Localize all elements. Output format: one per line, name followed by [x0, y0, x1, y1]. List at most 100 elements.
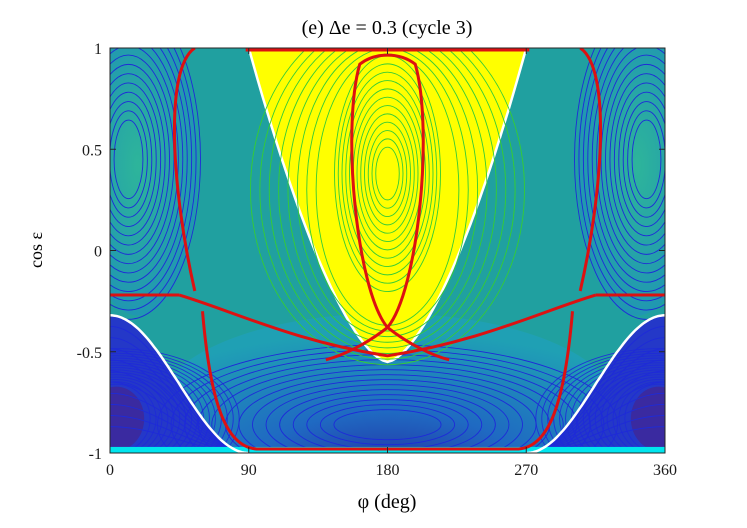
contour-line-upper-left: [110, 63, 170, 255]
contour-line-basin: [265, 384, 510, 453]
contour-line-lower-right: [618, 381, 665, 453]
deep-centre-left: [110, 386, 145, 451]
contour-line-lower-right: [600, 374, 665, 453]
contour-line-basin: [279, 389, 496, 453]
contour-line-lower-right: [541, 350, 665, 453]
contour-line-lower-left: [110, 371, 181, 453]
contour-line-lower-left: [110, 352, 228, 453]
contour-line-basin: [238, 374, 537, 453]
x-tick-label: 360: [653, 462, 677, 479]
contour-line-lower-left-band: [110, 359, 249, 453]
contour-line-inner: [360, 113, 415, 234]
contour-line-upper-right: [591, 48, 665, 283]
separatrix-inner-lobe: [350, 53, 425, 329]
contour-line-lower-right-band: [526, 359, 665, 453]
x-tick-label: 0: [106, 462, 114, 479]
contour-line-lower-left: [110, 381, 157, 453]
contour-line-upper-left: [113, 119, 144, 200]
x-tick-label: 90: [241, 462, 257, 479]
contour-line-lower-left: [110, 357, 216, 453]
contour-line-inner-outer: [296, 48, 479, 338]
contour-line-upper-left: [110, 48, 201, 320]
contour-line-inner-outer: [259, 48, 516, 360]
contour-line-inner: [341, 71, 434, 276]
contour-line-upper-right: [574, 48, 665, 320]
contour-line-inner: [367, 130, 408, 218]
contour-line-lower-left-band: [110, 348, 249, 453]
contour-line-upper-left: [110, 91, 157, 227]
contour-line-upper-right: [622, 101, 665, 218]
contour-line-basin: [333, 409, 442, 441]
y-axis-label: cos ε: [26, 232, 46, 268]
contour-line-upper-right: [587, 48, 665, 292]
contour-line-upper-left: [110, 48, 179, 274]
deep-centre-right: [630, 386, 665, 451]
contour-line-lower-left: [110, 350, 234, 453]
contour-line-inner: [356, 105, 419, 243]
contour-line-lower-right-band: [526, 348, 665, 453]
contour-line-upper-right: [609, 73, 665, 246]
contour-line-inner: [371, 138, 404, 209]
contour-line-lower-right: [559, 357, 665, 453]
contour-line-upper-right: [631, 119, 662, 200]
contour-line-upper-left: [110, 48, 184, 283]
separatrix-left-lobe: [172, 48, 197, 292]
contour-line-lower-left: [110, 348, 240, 453]
contour-line-lower-right: [594, 371, 665, 453]
contour-line-inner: [337, 63, 438, 284]
separatrix-inner-leg-right: [386, 326, 450, 362]
contour-line-upper-right: [578, 48, 665, 311]
contour-line-upper-left: [110, 82, 162, 237]
separatrix-inner-leg-left: [325, 326, 389, 362]
contour-line-upper-left: [110, 110, 148, 209]
y-tick-label: -0.5: [77, 345, 102, 362]
lower-right-boundary: [526, 314, 665, 453]
lower-basin: [157, 313, 618, 453]
contour-line-upper-left: [110, 48, 197, 311]
contour-line-lower-left: [110, 376, 169, 453]
inner-region-boundary: [247, 48, 528, 364]
contour-line-lower-left: [110, 374, 175, 453]
contour-line-upper-right: [605, 63, 665, 255]
contour-line-inner-outer: [278, 48, 497, 349]
contour-line-inner: [375, 146, 400, 201]
contour-line-upper-right: [618, 91, 665, 227]
separatrix-lower-loop: [178, 293, 597, 358]
contour-line-upper-right: [627, 110, 665, 209]
contour-line-upper-left: [110, 48, 193, 302]
contour-line-basin: [319, 404, 456, 446]
contour-line-inner: [345, 80, 430, 268]
contour-line-inner-outer: [250, 48, 525, 366]
contour-line-lower-right: [547, 352, 665, 453]
contour-line-lower-right: [535, 348, 665, 453]
contour-line-lower-right: [582, 367, 665, 453]
contour-line-upper-left: [110, 73, 166, 246]
separatrix-right-lobe: [578, 48, 603, 292]
contour-line-basin: [252, 379, 523, 453]
inner-yellow-region: [248, 48, 527, 362]
lower-left-boundary: [110, 314, 249, 453]
inner-contour-group: [250, 48, 525, 366]
contour-line-upper-right: [582, 48, 665, 302]
contour-line-lower-right: [606, 376, 665, 453]
contour-line-lower-right: [612, 379, 665, 453]
contour-line-inner: [349, 88, 426, 259]
y-tick-label: 1: [94, 41, 102, 58]
contour-line-inner-outer: [287, 48, 488, 343]
contour-line-upper-left: [110, 101, 153, 218]
chart-title: (e) Δe = 0.3 (cycle 3): [302, 17, 473, 39]
contour-line-lower-left: [110, 379, 163, 453]
contour-line-upper-right: [596, 48, 665, 274]
contour-line-upper-left: [110, 48, 188, 292]
y-tick-label: 0: [94, 244, 102, 261]
contour-line-upper-right: [613, 82, 665, 237]
contour-line-inner: [364, 121, 411, 226]
contour-line-inner-outer: [268, 48, 507, 354]
y-tick-label: -1: [89, 446, 102, 463]
x-tick-label: 180: [376, 462, 400, 479]
x-axis-label: φ (deg): [358, 491, 417, 513]
contour-line-basin: [292, 394, 483, 453]
y-tick-label: 0.5: [82, 142, 102, 159]
x-tick-label: 270: [514, 462, 538, 479]
